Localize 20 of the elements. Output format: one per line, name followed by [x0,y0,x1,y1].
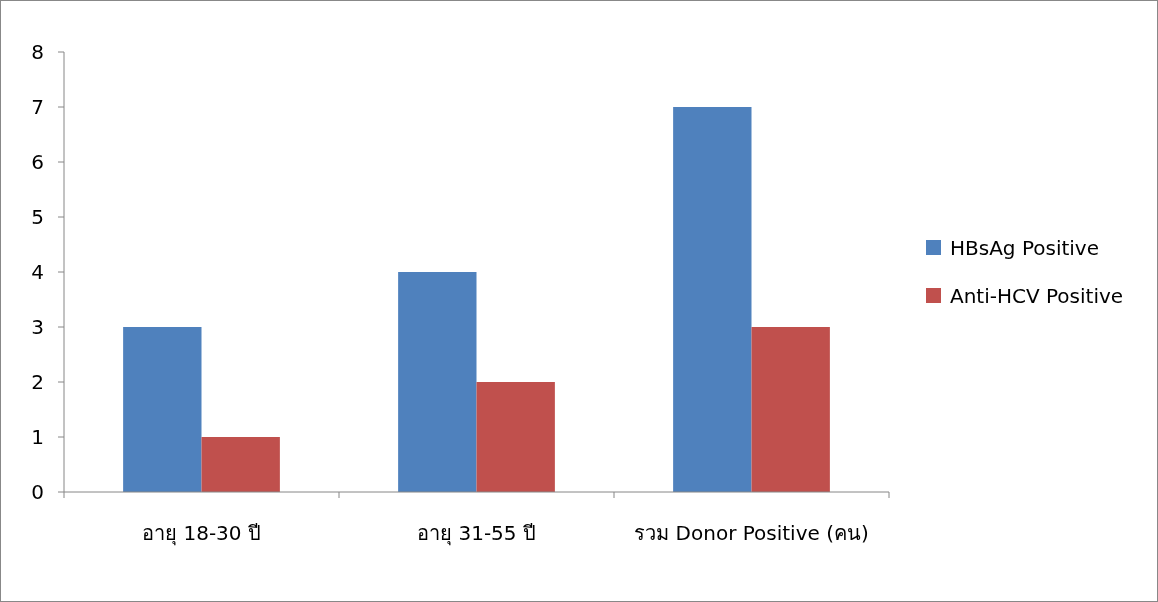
x-tick-label: อายุ 18-30 ปี [142,521,261,546]
legend-label: HBsAg Positive [950,236,1100,260]
y-tick-label: 7 [31,95,44,119]
bar [123,327,202,492]
y-tick-label: 8 [31,40,44,64]
y-tick-label: 6 [31,150,44,174]
y-tick-label: 3 [31,315,44,339]
legend-label: Anti-HCV Positive [950,284,1124,308]
x-tick-label: อายุ 31-55 ปี [417,521,536,546]
bar [751,327,830,492]
y-tick-label: 0 [31,480,44,504]
x-tick-label: รวม Donor Positive (คน) [634,521,869,545]
bar [201,437,280,492]
y-tick-label: 5 [31,205,44,229]
bar [476,382,555,492]
y-tick-label: 2 [31,370,44,394]
y-tick-label: 4 [31,260,44,284]
y-tick-label: 1 [31,425,44,449]
bar [398,272,477,492]
bar [673,107,752,492]
